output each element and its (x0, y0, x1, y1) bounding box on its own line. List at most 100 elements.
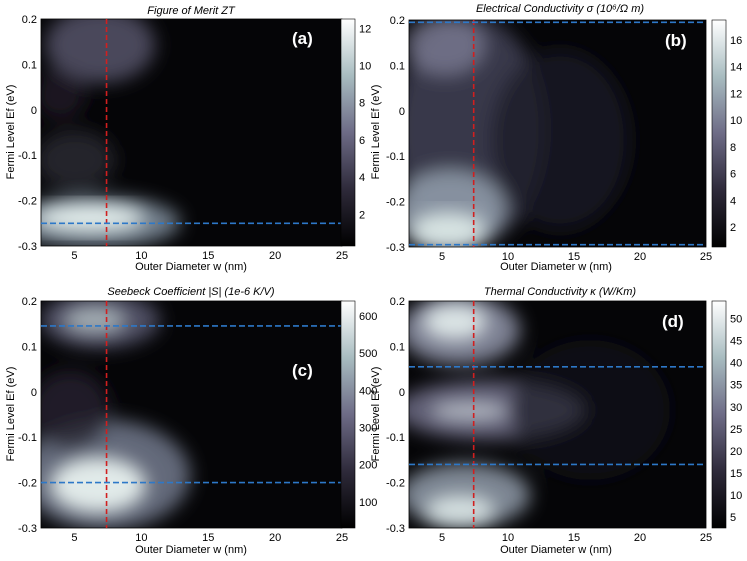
y-tick-label: 0 (399, 106, 405, 118)
x-ticks: 5 10 15 20 25 (71, 250, 348, 262)
y-axis-label: Fermi Level Ef (eV) (370, 85, 382, 180)
x-tick-label: 20 (269, 532, 281, 544)
colorbar-tick-label: 35 (730, 380, 742, 392)
y-tick-label: 0.2 (390, 15, 405, 27)
colorbar (711, 19, 727, 248)
x-ticks: 5 10 15 20 25 (71, 532, 348, 544)
x-ticks: 5 10 15 20 25 (439, 251, 712, 263)
y-tick-label: -0.1 (18, 432, 37, 444)
x-tick-label: 15 (568, 532, 580, 544)
colorbar-tick-label: 10 (359, 61, 371, 73)
colorbar-tick-label: 45 (730, 336, 742, 348)
y-tick-label: -0.3 (18, 241, 37, 253)
y-tick-label: 0.2 (22, 14, 37, 26)
colorbar-ticks: 2 4 6 8 10 12 (359, 23, 371, 221)
panel-d: (d) Thermal Conductivity κ (W/Km) Outer … (370, 286, 742, 556)
x-tick-label: 25 (700, 532, 712, 544)
y-tick-label: 0.2 (390, 296, 405, 308)
y-ticks: 0.2 0.1 0 -0.1 -0.2 -0.3 (386, 296, 405, 535)
colorbar-tick-label: 12 (359, 23, 371, 35)
colorbar-tick-label: 8 (730, 142, 736, 154)
colorbar-tick-label: 600 (359, 311, 377, 323)
colorbar-tick-label: 30 (730, 402, 742, 414)
y-tick-label: 0 (31, 105, 37, 117)
colorbar-tick-label: 10 (730, 115, 742, 127)
y-axis-label: Fermi Level Ef (eV) (5, 85, 17, 180)
x-tick-label: 25 (336, 250, 348, 262)
colorbar-tick-label: 50 (730, 314, 742, 326)
y-tick-label: -0.2 (386, 478, 405, 490)
colorbar-tick-label: 8 (359, 98, 365, 110)
x-axis-label: Outer Diameter w (nm) (500, 261, 612, 273)
colorbar-tick-label: 10 (730, 490, 742, 502)
x-tick-label: 20 (634, 532, 646, 544)
colorbar-tick-label: 100 (359, 497, 377, 509)
y-tick-label: 0.2 (22, 296, 37, 308)
x-ticks: 5 10 15 20 25 (439, 532, 712, 544)
colorbar-ticks: 100 200 300 400 500 600 (359, 311, 377, 509)
colorbar-tick-label: 4 (730, 195, 736, 207)
y-tick-label: -0.1 (18, 150, 37, 162)
colorbar-tick-label: 200 (359, 460, 377, 472)
x-tick-label: 10 (135, 250, 147, 262)
plot-frame (408, 19, 707, 248)
x-axis-label: Outer Diameter w (nm) (135, 544, 247, 556)
y-tick-label: 0 (31, 387, 37, 399)
colorbar-tick-label: 6 (730, 169, 736, 181)
y-ticks: 0.2 0.1 0 -0.1 -0.2 -0.3 (386, 15, 405, 254)
y-tick-label: 0.1 (390, 60, 405, 72)
colorbar (340, 18, 356, 247)
y-tick-label: -0.3 (386, 523, 405, 535)
colorbar-tick-label: 40 (730, 358, 742, 370)
x-tick-label: 15 (202, 250, 214, 262)
colorbar-ticks: 5 10 15 20 25 30 35 40 45 50 (730, 314, 742, 524)
colorbar-ticks: 2 4 6 8 10 12 14 16 (730, 35, 742, 234)
colorbar-tick-label: 500 (359, 348, 377, 360)
x-tick-label: 5 (71, 250, 77, 262)
plot-frame (408, 300, 707, 529)
panel-label: (c) (292, 361, 313, 380)
colorbar-tick-label: 6 (359, 135, 365, 147)
chart-title: Electrical Conductivity σ (10⁶/Ω m) (476, 3, 644, 15)
colorbar-tick-label: 5 (730, 512, 736, 524)
y-ticks: 0.2 0.1 0 -0.1 -0.2 -0.3 (18, 296, 37, 535)
colorbar-tick-label: 16 (730, 35, 742, 47)
panel-b: (b) Electrical Conductivity σ (10⁶/Ω m) … (370, 3, 742, 273)
heatmap-field (41, 301, 190, 528)
x-tick-label: 5 (439, 251, 445, 263)
colorbar-tick-label: 20 (730, 446, 742, 458)
colorbar (711, 300, 727, 529)
colorbar-tick-label: 15 (730, 468, 742, 480)
y-tick-label: 0 (399, 387, 405, 399)
colorbar-tick-label: 14 (730, 62, 742, 74)
y-tick-label: -0.3 (386, 242, 405, 254)
colorbar-tick-label: 400 (359, 385, 377, 397)
chart-title: Seebeck Coefficient |S| (1e-6 K/V) (107, 286, 274, 298)
y-ticks: 0.2 0.1 0 -0.1 -0.2 -0.3 (18, 14, 37, 253)
y-tick-label: -0.2 (386, 197, 405, 209)
panel-a: (a) Figure of Merit ZT Outer Diameter w … (5, 5, 371, 273)
panel-c: (c) Seebeck Coefficient |S| (1e-6 K/V) O… (5, 286, 377, 556)
x-tick-label: 10 (502, 532, 514, 544)
heatmap-field (41, 19, 180, 246)
colorbar-tick-label: 2 (730, 222, 736, 234)
x-tick-label: 5 (71, 532, 77, 544)
y-axis-label: Fermi Level Ef (eV) (370, 367, 382, 462)
x-tick-label: 15 (568, 251, 580, 263)
colorbar-tick-label: 2 (359, 209, 365, 221)
x-tick-label: 15 (202, 532, 214, 544)
chart-title: Figure of Merit ZT (147, 5, 236, 17)
x-tick-label: 20 (269, 250, 281, 262)
y-tick-label: 0.1 (22, 59, 37, 71)
y-tick-label: 0.1 (22, 341, 37, 353)
y-tick-label: -0.3 (18, 523, 37, 535)
panel-label: (b) (665, 31, 687, 50)
colorbar-tick-label: 25 (730, 424, 742, 436)
y-tick-label: -0.2 (18, 478, 37, 490)
x-axis-label: Outer Diameter w (nm) (135, 261, 247, 273)
colorbar-tick-label: 12 (730, 88, 742, 100)
y-tick-label: -0.1 (386, 432, 405, 444)
x-tick-label: 20 (634, 251, 646, 263)
x-tick-label: 25 (700, 251, 712, 263)
